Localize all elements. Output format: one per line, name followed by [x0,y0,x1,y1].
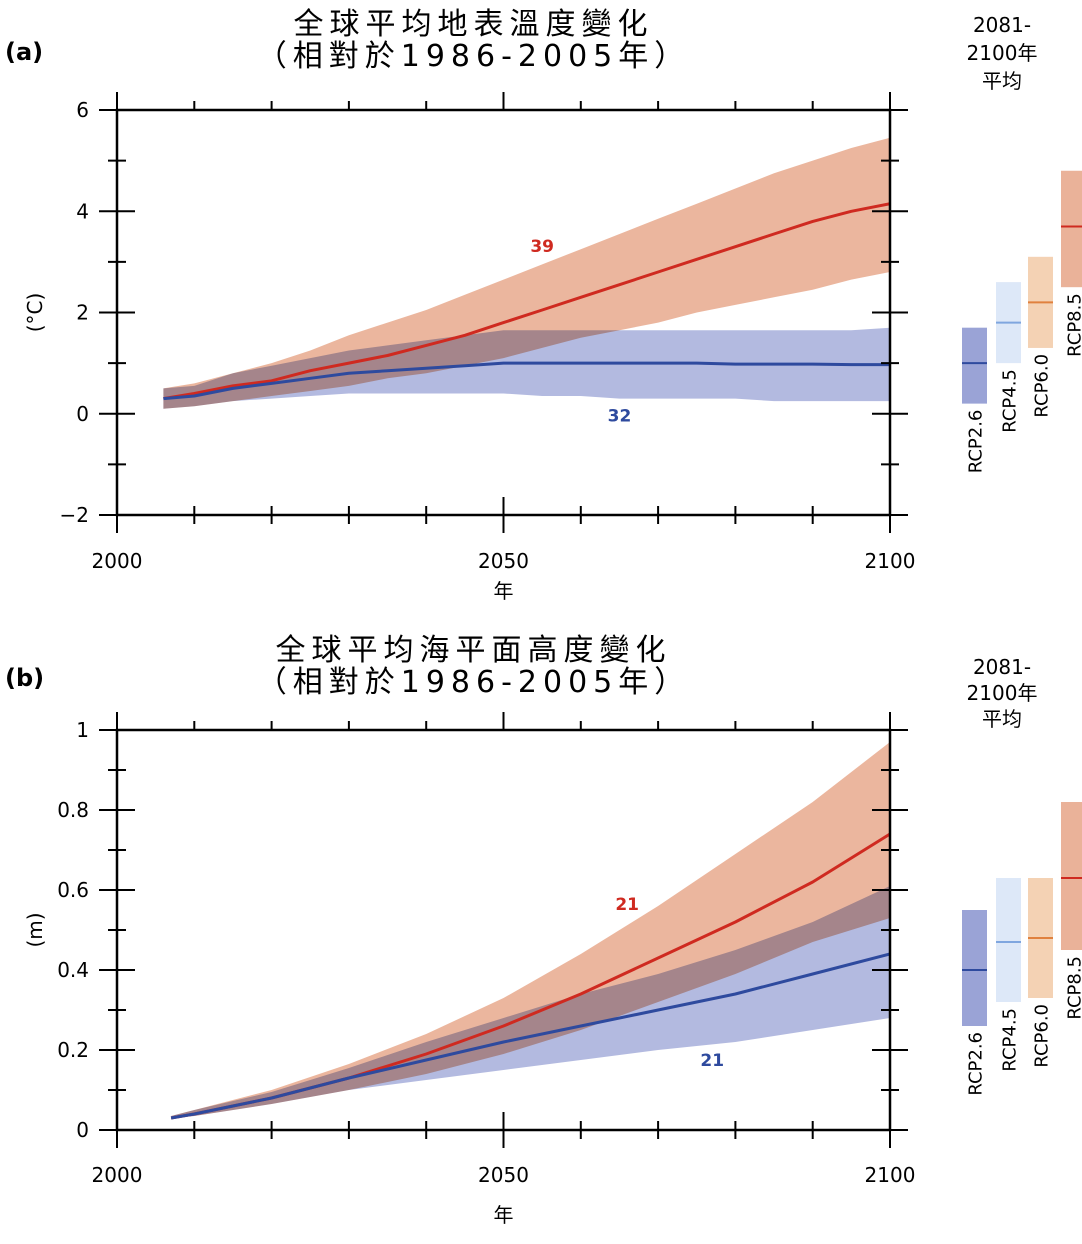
line-rcp26 [163,361,890,401]
y-tick-label: 1 [76,718,89,742]
x-tick-label: 2100 [865,1163,916,1187]
x-tick-label: 2100 [865,549,916,573]
x-axis-label: 年 [494,579,514,603]
x-tick-label: 2050 [478,1163,529,1187]
chart-panel-b: (b) 全球平均海平面高度變化（相對於1986-2005年） 21 21 2000 205… [5,633,1082,1227]
rcp-label: RCP6.0 [1032,1004,1053,1068]
y-axis-label: (m) [23,912,47,947]
period-bar-rcp26 [962,910,987,1026]
period-mean-header: 2081- [973,655,1031,679]
panel-label: (a) [5,38,43,66]
period-bar-rcp85 [1061,802,1082,950]
y-tick-label: −2 [60,503,89,527]
chart-title: 全球平均地表溫度變化 [294,7,654,42]
period-bar-rcp45 [996,878,1021,1002]
rcp-label: RCP8.5 [1065,293,1082,357]
y-tick-label: 0.8 [57,798,89,822]
period-bar-rcp26 [962,327,987,404]
chart-title: 全球平均海平面高度變化 [276,633,672,668]
y-tick-label: 6 [76,98,89,122]
rcp-label: RCP2.6 [966,410,987,474]
line-rcp85 [163,202,891,401]
period-mean-header: 2100年 [967,681,1038,705]
chart-subtitle: （相對於1986-2005年） [257,39,691,74]
rcp-label: RCP4.5 [1000,1008,1021,1072]
period-mean-header: 平均 [982,707,1022,731]
y-axis-label: (°C) [23,293,47,333]
x-axis-label: 年 [494,1203,514,1227]
model-count-rcp26: 21 [700,1051,724,1071]
chart-subtitle: （相對於1986-2005年） [257,665,691,700]
model-count-rcp85: 39 [530,237,554,257]
y-tick-label: 0.2 [57,1038,89,1062]
period-mean-header: 平均 [982,69,1022,93]
period-mean-header: 2081- [973,13,1031,37]
y-tick-label: 0 [76,402,89,426]
rcp-label: RCP4.5 [1000,369,1021,433]
band-rcp26 [163,327,890,409]
chart-panel-a: (a) 全球平均地表溫度變化（相對於1986-2005年） 39 32 2000 2050… [5,7,1082,603]
y-tick-label: 0.6 [57,878,89,902]
band-rcp26 [171,886,891,1118]
rcp-label: RCP6.0 [1032,354,1053,418]
rcp-label: RCP2.6 [966,1032,987,1096]
x-tick-label: 2050 [478,549,529,573]
period-bar-rcp85 [1061,170,1082,288]
period-mean-header: 2100年 [967,41,1038,65]
model-count-rcp85: 21 [615,895,639,915]
panel-label: (b) [5,664,44,692]
x-tick-label: 2000 [92,1163,143,1187]
y-tick-label: 0 [76,1118,89,1142]
band-rcp85 [163,137,890,409]
x-tick-label: 2000 [92,549,143,573]
y-tick-label: 4 [76,199,89,223]
y-tick-label: 0.4 [57,958,89,982]
rcp-label: RCP8.5 [1065,956,1082,1020]
line-rcp26 [170,952,891,1120]
y-tick-label: 2 [76,301,89,325]
model-count-rcp26: 32 [608,406,632,426]
